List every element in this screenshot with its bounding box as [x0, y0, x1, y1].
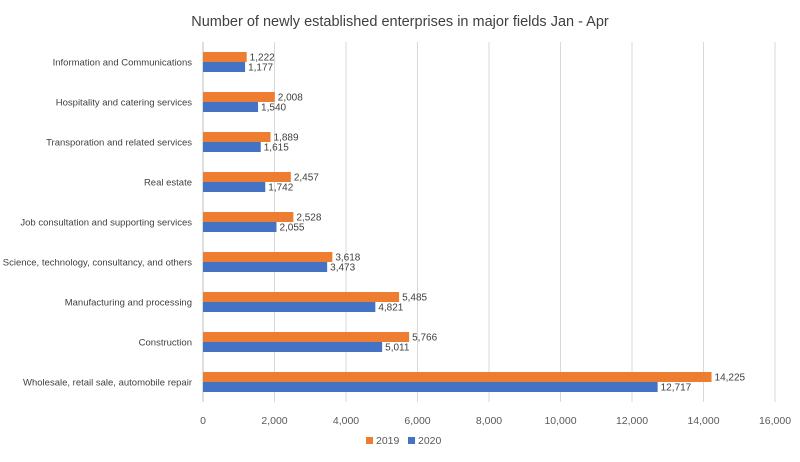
- x-tick-label: 8,000: [476, 415, 502, 427]
- data-label-2019: 5,485: [402, 293, 427, 304]
- category-label: Wholesale, retail sale, automobile repai…: [23, 378, 192, 389]
- bar-2019: [203, 332, 410, 342]
- bar-2019: [203, 52, 247, 62]
- category-label: Manufacturing and processing: [65, 298, 192, 309]
- category-label: Hospitality and catering services: [56, 98, 192, 109]
- category-labels: Information and Communications Hospitalit…: [3, 58, 192, 389]
- data-label-2020: 1,540: [261, 103, 286, 114]
- data-label-2020: 5,011: [385, 343, 410, 354]
- x-tick-label: 2,000: [261, 415, 287, 427]
- data-label-2019: 2,528: [296, 213, 321, 224]
- data-label-2019: 5,766: [412, 333, 437, 344]
- legend-label-2019: 2019: [376, 435, 400, 447]
- category-label: Information and Communications: [53, 58, 193, 69]
- x-tick-label: 0: [200, 415, 206, 427]
- bar-2019: [203, 212, 294, 222]
- data-label-2019: 2,457: [294, 173, 319, 184]
- category-label: Real estate: [144, 178, 192, 189]
- bar-2020: [203, 262, 328, 272]
- bar-2019: [203, 172, 291, 182]
- bars: [203, 52, 712, 392]
- x-tick-label: 4,000: [333, 415, 359, 427]
- bar-2020: [203, 142, 261, 152]
- x-tick-label: 10,000: [544, 415, 576, 427]
- data-label-2020: 12,717: [661, 383, 692, 394]
- bar-2020: [203, 302, 376, 312]
- category-label: Science, technology, consultancy, and ot…: [3, 258, 192, 269]
- x-tick-label: 16,000: [759, 415, 791, 427]
- bar-2019: [203, 92, 275, 102]
- x-tick-label: 6,000: [404, 415, 430, 427]
- legend-label-2020: 2020: [418, 435, 442, 447]
- data-label-2019: 1,222: [250, 53, 275, 64]
- legend: 2019 2020: [366, 435, 442, 447]
- category-label: Construction: [139, 338, 192, 349]
- bar-2020: [203, 62, 246, 72]
- data-label-2020: 1,742: [268, 183, 293, 194]
- chart-title: Number of newly established enterprises …: [191, 14, 609, 30]
- bar-2020: [203, 182, 266, 192]
- data-label-2020: 3,473: [330, 263, 355, 274]
- data-label-2019: 2,008: [278, 93, 303, 104]
- data-label-2020: 1,177: [248, 63, 273, 74]
- legend-swatch-2020: [408, 437, 415, 444]
- data-label-2019: 3,618: [335, 253, 360, 264]
- bar-2020: [203, 222, 277, 232]
- bar-2020: [203, 382, 658, 392]
- data-label-2020: 2,055: [279, 223, 304, 234]
- x-axis: 0 2,000 4,000 6,000 8,000 10,000 12,000 14,000 1…: [200, 415, 791, 427]
- data-label-2020: 1,615: [264, 143, 289, 154]
- category-label: Transporation and related services: [46, 138, 192, 149]
- bar-2020: [203, 342, 383, 352]
- x-tick-label: 12,000: [616, 415, 648, 427]
- data-label-2019: 14,225: [715, 373, 746, 384]
- data-label-2020: 4,821: [378, 303, 403, 314]
- x-tick-label: 14,000: [687, 415, 719, 427]
- data-label-2019: 1,889: [274, 133, 299, 144]
- category-label: Job consultation and supporting services: [20, 218, 192, 229]
- bar-2019: [203, 292, 400, 302]
- bar-2020: [203, 102, 259, 112]
- legend-swatch-2019: [366, 437, 373, 444]
- bar-2019: [203, 252, 333, 262]
- bar-2019: [203, 372, 712, 382]
- bar-2019: [203, 132, 271, 142]
